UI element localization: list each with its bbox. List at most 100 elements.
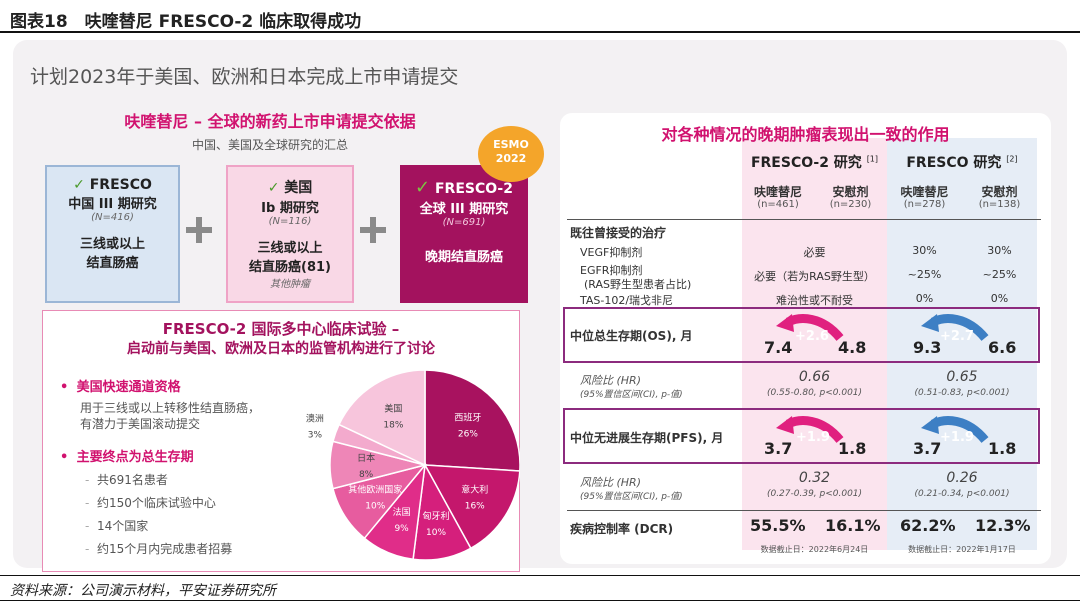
os-highlight-box bbox=[563, 307, 1040, 363]
figure-header: 图表18 呋喹替尼 FRESCO-2 临床取得成功 bbox=[0, 0, 1080, 33]
row-label: EGFR抑制剂 bbox=[580, 264, 643, 277]
bullet-icon: • bbox=[60, 450, 69, 465]
pie-label: 匈牙利 bbox=[423, 510, 450, 522]
os-value: 6.6 bbox=[988, 338, 1017, 357]
pie-value: 26% bbox=[458, 430, 478, 440]
os-delta: +2.6 bbox=[795, 329, 829, 344]
os-label: 中位总生存期(OS), 月 bbox=[570, 329, 693, 343]
cell: 30% bbox=[912, 244, 937, 257]
source-note: 资料来源：公司演示材料，平安证券研究所 bbox=[10, 583, 276, 599]
pfs-highlight-box bbox=[563, 408, 1040, 464]
os-value: 9.3 bbox=[913, 338, 942, 357]
cell: 0% bbox=[915, 292, 934, 305]
fresco2-column-bg bbox=[742, 138, 887, 550]
card-title: FRESCO-2 bbox=[434, 181, 513, 197]
card-n: (N=416) bbox=[91, 212, 134, 223]
col-header: 呋喹替尼 bbox=[900, 185, 949, 199]
col-n: (n=461) bbox=[757, 199, 799, 210]
bullet-title: 美国快速通道资格 bbox=[76, 380, 181, 395]
col-n: (n=138) bbox=[978, 199, 1021, 210]
pie-value: 10% bbox=[365, 502, 385, 512]
list-item: - 约150个临床试验中心 bbox=[85, 496, 216, 510]
esmo-badge: ESMO 2022 bbox=[478, 126, 544, 182]
list-item: - 共691名患者 bbox=[85, 473, 168, 487]
cell: 0% bbox=[990, 292, 1009, 305]
pie-value: 3% bbox=[308, 430, 323, 440]
pie-label: 意大利 bbox=[461, 484, 488, 496]
pfs-value: 1.8 bbox=[988, 439, 1017, 458]
pie-slice-0 bbox=[424, 369, 520, 472]
dcr-value: 12.3% bbox=[975, 516, 1031, 535]
right-title: 对各种情况的晚期肿瘤表现出一致的作用 bbox=[661, 125, 950, 144]
cell: 必要 bbox=[803, 246, 826, 259]
card-subtitle: Ib 期研究 bbox=[261, 201, 319, 216]
hr-value: 0.32 bbox=[798, 470, 831, 486]
col-header: 安慰剂 bbox=[832, 185, 869, 199]
pie-label: 法国 bbox=[393, 506, 411, 518]
pie-label: 日本 bbox=[357, 452, 375, 464]
pie-value: 18% bbox=[383, 420, 403, 430]
col-n: (n=230) bbox=[829, 199, 872, 210]
curved-arrow-icon bbox=[776, 314, 844, 342]
cell: ~25% bbox=[982, 268, 1017, 281]
curved-arrow-icon bbox=[776, 416, 844, 444]
figure-title: 图表18 呋喹替尼 FRESCO-2 临床取得成功 bbox=[10, 12, 362, 32]
pfs-value: 1.8 bbox=[838, 439, 867, 458]
bullet-icon: • bbox=[60, 380, 69, 395]
row-label: VEGF抑制剂 bbox=[580, 246, 643, 259]
hr-value: 0.65 bbox=[946, 369, 978, 385]
pie-label: 其他欧洲国家 bbox=[348, 484, 402, 496]
pfs-value: 3.7 bbox=[764, 439, 793, 458]
bullet-desc: 用于三线或以上转移性结直肠癌， bbox=[80, 401, 261, 415]
hr-ci: (0.55-0.80, p<0.001) bbox=[766, 388, 863, 398]
card-subtitle: 中国 III 期研究 bbox=[68, 197, 157, 212]
pfs-label: 中位无进展生存期(PFS), 月 bbox=[570, 431, 724, 445]
country-pie-chart: 西班牙 26% 意大利 16% 匈牙利 10% 法国 9% 其他欧洲国家 10% 日本 8% 澳洲 3% 美… bbox=[306, 369, 520, 561]
card-title: 美国 bbox=[284, 180, 313, 196]
hr-sublabel: (95%置信区间(CI), p-值) bbox=[580, 492, 683, 502]
slide-subtitle: 计划2023年于美国、欧洲和日本完成上市申请提交 bbox=[30, 66, 459, 88]
pie-label: 美国 bbox=[384, 402, 402, 414]
row-label: TAS-102/瑞戈非尼 bbox=[580, 294, 674, 307]
ref: [2] bbox=[1006, 154, 1018, 164]
hr-ci: (0.51-0.83, p<0.001) bbox=[914, 388, 1010, 398]
fresco-column-bg bbox=[887, 138, 1037, 550]
list-item: - 约15个月内完成患者招募 bbox=[85, 542, 233, 556]
curved-arrow-icon bbox=[921, 314, 989, 342]
cell: 必要（若为RAS野生型） bbox=[754, 270, 875, 283]
hr-label: 风险比 (HR) bbox=[580, 476, 641, 489]
list-item: - 14个国家 bbox=[85, 519, 149, 533]
col-header: 呋喹替尼 bbox=[753, 185, 802, 199]
fresco-header: FRESCO 研究 bbox=[906, 155, 1002, 171]
os-delta: +2.7 bbox=[940, 329, 974, 344]
divider bbox=[567, 510, 1041, 511]
dcr-value: 16.1% bbox=[825, 516, 881, 535]
pie-value: 8% bbox=[359, 470, 374, 480]
card-n: (N=116) bbox=[268, 216, 312, 227]
left-title: 呋喹替尼 – 全球的新药上市申请提交依据 bbox=[124, 112, 416, 131]
os-value: 7.4 bbox=[764, 338, 793, 357]
hr-value: 0.26 bbox=[946, 470, 978, 486]
dcr-value: 62.2% bbox=[900, 516, 956, 535]
pie-value: 10% bbox=[426, 528, 446, 538]
cell: 难治性或不耐受 bbox=[776, 294, 853, 307]
prior-therapy-label: 既往曾接受的治疗 bbox=[570, 226, 667, 240]
card-subtitle: 全球 III 期研究 bbox=[419, 202, 509, 217]
check-icon: ✓ bbox=[415, 177, 431, 198]
cutoff-date: 数据截止日：2022年1月17日 bbox=[908, 545, 1016, 554]
pfs-value: 3.7 bbox=[913, 439, 942, 458]
card-title: FRESCO bbox=[89, 177, 152, 193]
os-value: 4.8 bbox=[838, 338, 867, 357]
pie-value: 9% bbox=[394, 524, 409, 534]
card-desc: 三线或以上 bbox=[79, 237, 145, 252]
card-desc: 其他肿瘤 bbox=[270, 279, 310, 290]
card-desc: 晚期结直肠癌 bbox=[424, 250, 503, 265]
footer: 资料来源：公司演示材料，平安证券研究所 bbox=[0, 575, 1080, 601]
divider bbox=[567, 219, 1041, 220]
pie-value: 16% bbox=[465, 502, 485, 512]
pfs-delta: +1.9 bbox=[940, 430, 974, 445]
pie-slice-7 bbox=[338, 369, 426, 467]
cell: ~25% bbox=[907, 268, 942, 281]
fresco2-title: FRESCO-2 国际多中心临床试验 – bbox=[162, 320, 400, 338]
row-label: (RAS野生型患者占比) bbox=[584, 278, 692, 291]
